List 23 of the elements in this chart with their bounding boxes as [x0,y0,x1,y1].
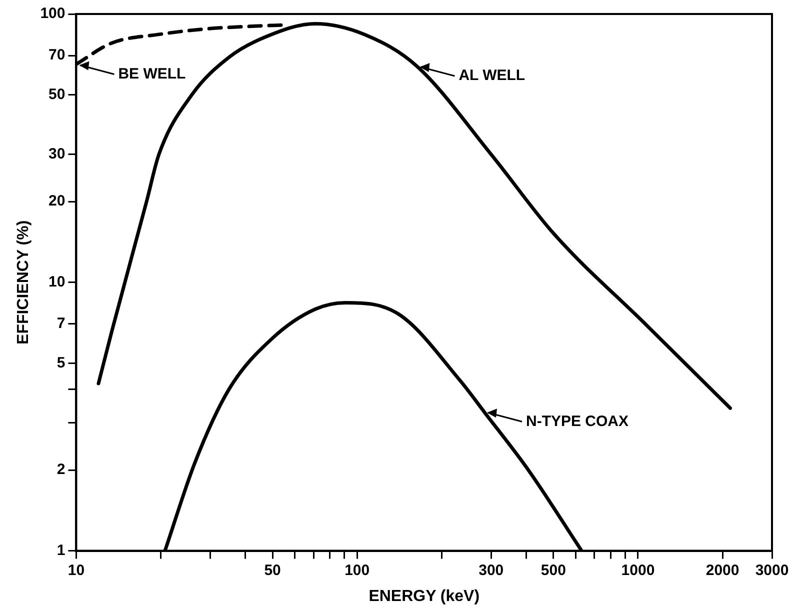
x-tick-label: 2000 [706,562,740,579]
x-tick-label: 3000 [755,562,789,579]
annotation: AL WELL [458,67,526,84]
y-tick-label: 100 [40,5,66,22]
x-tick-label: 50 [264,562,281,579]
x-tick-label: 1000 [621,562,655,579]
x-tick-label: 500 [540,562,566,579]
y-tick-label: 7 [56,315,66,332]
annotation: BE WELL [118,65,186,82]
y-tick-label: 30 [48,145,66,162]
x-tick-label: 300 [478,562,504,579]
y-tick-label: 20 [48,192,66,210]
y-axis-title: EFFICIENCY (%) [15,220,32,344]
annotation: N-TYPE COAX [526,412,629,430]
x-tick-label: 100 [344,562,370,579]
x-tick-label: 10 [68,562,85,579]
y-tick-label: 70 [48,46,66,64]
y-tick-label: 1 [56,542,66,559]
y-tick-label: 5 [56,354,66,372]
x-axis-title: ENERGY (keV) [368,588,480,605]
y-tick-label: 50 [48,86,66,103]
y-tick-label: 2 [56,461,66,478]
y-tick-label: 10 [48,274,66,291]
